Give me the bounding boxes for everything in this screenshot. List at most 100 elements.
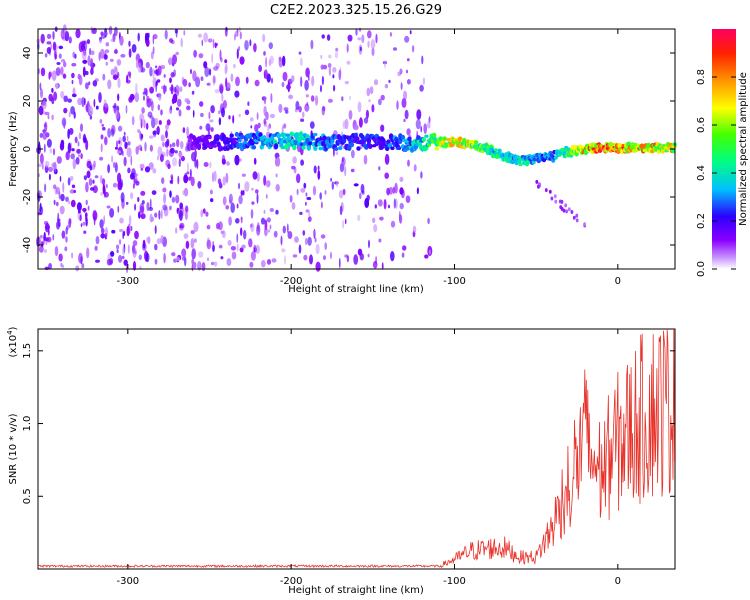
- spectrogram-cell: [105, 103, 109, 108]
- spectrogram-cell: [38, 245, 44, 253]
- spectrogram-cell: [65, 226, 68, 235]
- spectrogram-cell: [583, 222, 586, 227]
- spectrogram-cell: [346, 60, 351, 65]
- spectrogram-cell: [137, 129, 141, 133]
- spectrogram-cell: [165, 123, 169, 131]
- spectrogram-cell: [286, 223, 289, 234]
- spectrogram-cell: [160, 134, 165, 142]
- spectrogram-cell: [304, 79, 309, 91]
- spectrogram-cell: [548, 189, 552, 194]
- spectrogram-cell: [399, 176, 404, 182]
- spectrogram-cell: [276, 157, 281, 167]
- spectrogram-cell: [202, 208, 206, 214]
- snr-x-ticks: -300 -200 -100 0: [116, 329, 621, 587]
- spectrogram-cell: [139, 130, 142, 139]
- spectrogram-cell: [137, 197, 140, 202]
- spectrogram-cell: [239, 56, 245, 65]
- spectrogram-cell: [67, 142, 72, 154]
- spectrogram-cell: [71, 72, 75, 79]
- spectrogram-cell: [346, 255, 350, 263]
- spectrogram-cell: [109, 58, 114, 63]
- spectrogram-cell: [44, 222, 50, 233]
- spectrogram-cell: [384, 172, 390, 179]
- spectrogram-cell: [258, 64, 262, 73]
- spectrogram-cell: [192, 70, 197, 82]
- spectrogram-cell: [385, 146, 390, 151]
- spectrogram-cell: [203, 162, 209, 167]
- snr-line: [37, 328, 675, 569]
- spectrogram-cell: [249, 261, 254, 268]
- spectrogram-cell: [357, 37, 361, 41]
- spectrogram-cell: [178, 109, 182, 117]
- spectrogram-cell: [79, 214, 82, 222]
- spectrogram-cell: [121, 255, 125, 260]
- svg-text:(x104): (x104): [6, 326, 19, 357]
- spectrogram-cell: [305, 192, 308, 197]
- spectrogram-cell: [375, 256, 378, 265]
- spectrogram-cell: [317, 169, 321, 180]
- y-tick-label: 1.5: [22, 343, 33, 359]
- spectrogram-cell: [154, 258, 158, 265]
- spectrogram-cell: [111, 229, 116, 234]
- spectrogram-cell: [168, 148, 174, 158]
- spectrogram-cell: [263, 175, 267, 186]
- colorbar-tick-label: 0.2: [696, 213, 707, 229]
- spectrogram-cell: [56, 156, 62, 164]
- spectrogram-cell: [38, 68, 40, 75]
- spectrogram-cell: [203, 61, 208, 69]
- spectrogram-cell: [55, 67, 61, 77]
- spectrogram-cell: [186, 105, 191, 111]
- spectrogram-cell: [320, 54, 323, 59]
- spectrogram-cell: [242, 189, 245, 196]
- spectrogram-cell: [170, 39, 175, 45]
- spectrogram-cell: [358, 117, 363, 128]
- spectrogram-cell: [331, 181, 334, 190]
- spectrogram-cell: [355, 136, 360, 142]
- spectrogram-cell: [401, 98, 407, 108]
- spectrogram-cell: [305, 209, 310, 213]
- spectrogram-cell: [300, 57, 303, 66]
- spectrogram-cell: [75, 157, 80, 165]
- spectrogram-cell: [306, 196, 312, 201]
- spectrogram-cell: [372, 217, 376, 223]
- spectrogram-cell: [123, 156, 127, 167]
- spectrogram-cell: [313, 165, 317, 174]
- spectrogram-cell: [154, 69, 159, 75]
- spectrogram-cell: [357, 248, 363, 256]
- spectrogram-x-ticks: -300 -200 -100 0: [116, 29, 621, 287]
- spectrogram-cell: [178, 151, 183, 159]
- spectrogram-cell: [162, 141, 165, 148]
- spectrogram-cell: [239, 158, 242, 162]
- spectrogram-cell: [101, 178, 106, 186]
- spectrogram-cell: [226, 161, 230, 166]
- spectrogram-cell: [442, 136, 447, 141]
- spectrogram-cell: [61, 264, 65, 269]
- spectrogram-cell: [169, 205, 172, 211]
- spectrogram-cell: [349, 95, 351, 101]
- spectrogram-cell: [180, 37, 183, 48]
- spectrogram-cell: [567, 207, 571, 212]
- spectrogram-cell: [239, 31, 242, 40]
- spectrogram-cell: [153, 134, 157, 138]
- spectrogram-cell: [174, 28, 178, 34]
- spectrogram-cell: [120, 53, 126, 58]
- spectrogram-cell: [190, 168, 192, 180]
- spectrogram-cell: [368, 239, 370, 249]
- spectrogram-cell: [419, 84, 424, 92]
- spectrogram-cell: [554, 199, 558, 204]
- spectrogram-cell: [303, 254, 308, 261]
- spectrogram-cell: [211, 53, 213, 64]
- spectrogram-cell: [265, 194, 268, 199]
- spectrogram-cell: [135, 180, 140, 186]
- spectrogram-cell: [128, 215, 132, 225]
- spectrogram-cell: [407, 136, 412, 142]
- spectrogram-cell: [141, 243, 147, 252]
- spectrogram-cell: [163, 74, 166, 78]
- spectrogram-cell: [100, 233, 106, 239]
- spectrogram-cell: [197, 33, 202, 38]
- spectrogram-cell: [294, 236, 299, 243]
- spectrogram-cell: [198, 261, 200, 267]
- spectrogram-cell: [40, 88, 43, 99]
- spectrogram-cell: [244, 40, 249, 51]
